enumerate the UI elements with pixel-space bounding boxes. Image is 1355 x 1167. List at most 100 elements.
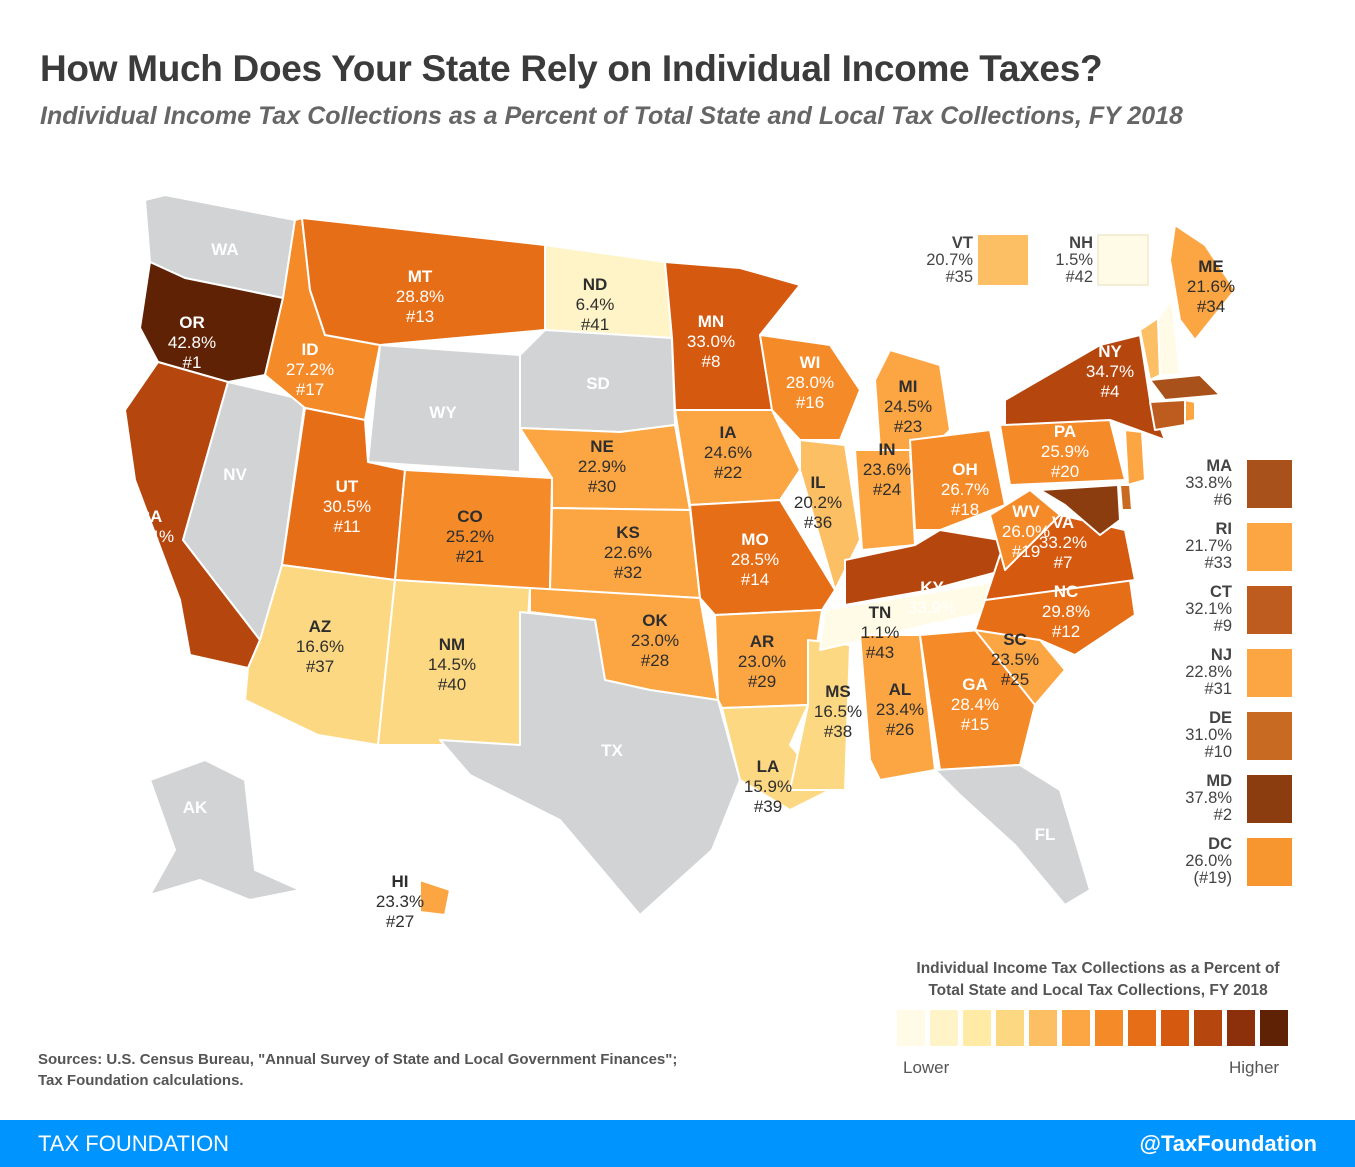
state-abbr: NM <box>439 635 465 654</box>
state-value: 23.4% <box>876 700 924 719</box>
small-state-abbr: MD <box>1206 772 1232 790</box>
state-abbr: WA <box>211 240 238 259</box>
state-rank: #3 <box>141 547 160 566</box>
state-value: 33.9% <box>908 598 956 617</box>
scale-swatch <box>1194 1010 1222 1046</box>
state-shape-tn[interactable] <box>819 579 1006 651</box>
state-label-wa: WA <box>211 240 238 259</box>
state-abbr: CA <box>138 507 163 526</box>
state-shape-al[interactable] <box>859 634 936 781</box>
state-shape-ak[interactable] <box>149 759 301 901</box>
scale-swatch <box>1260 1010 1288 1046</box>
state-value: 22.6% <box>604 543 652 562</box>
state-rank: #41 <box>581 315 609 334</box>
state-shape-hi[interactable] <box>419 879 451 916</box>
state-shape-ga[interactable] <box>919 629 1036 771</box>
state-shape-nj[interactable] <box>1124 429 1146 486</box>
state-abbr: NE <box>590 437 614 456</box>
small-state-text: NJ 22.8% #31 <box>1185 647 1232 698</box>
state-value: 26.0% <box>1002 522 1050 541</box>
state-abbr: CO <box>457 507 483 526</box>
state-abbr: WY <box>429 403 457 422</box>
scale-swatch <box>1095 1010 1123 1046</box>
state-value: 23.0% <box>631 631 679 650</box>
state-shape-tx[interactable] <box>439 611 741 916</box>
state-value: 20.2% <box>794 493 842 512</box>
state-abbr: VA <box>1052 513 1074 532</box>
state-shape-ct[interactable] <box>1149 399 1186 431</box>
state-value: 42.8% <box>168 333 216 352</box>
state-value: 23.3% <box>376 892 424 911</box>
page-title: How Much Does Your State Rely on Individ… <box>40 48 1103 89</box>
state-value: 34.7% <box>1086 362 1134 381</box>
state-shape-fl[interactable] <box>934 764 1091 906</box>
state-rank: #37 <box>306 657 334 676</box>
inset-abbr: VT <box>952 234 973 252</box>
legend-high-label: Higher <box>1229 1058 1280 1077</box>
state-value: 16.5% <box>814 702 862 721</box>
footer-brand: TAX FOUNDATION <box>38 1131 230 1156</box>
state-rank: #28 <box>641 651 669 670</box>
small-state-abbr: CT <box>1210 583 1232 601</box>
small-state-swatch <box>1247 586 1292 634</box>
state-value: 1.1% <box>861 623 900 642</box>
state-shape-ri[interactable] <box>1184 399 1196 423</box>
state-shape-me[interactable] <box>1169 224 1236 341</box>
state-shape-oh[interactable] <box>909 429 1006 531</box>
state-rank: #15 <box>961 715 989 734</box>
small-state-ma: MA 33.8% #6 <box>1152 458 1292 510</box>
state-abbr: MN <box>698 312 724 331</box>
state-label-nv: NV <box>223 465 247 484</box>
legend-title: Individual Income Tax Collections as a P… <box>888 958 1308 1002</box>
small-state-value: 31.0% <box>1185 726 1232 744</box>
state-rank: #16 <box>796 393 824 412</box>
state-abbr: OH <box>952 460 978 479</box>
state-shape-or[interactable] <box>139 261 284 383</box>
state-rank: #29 <box>748 672 776 691</box>
state-rank: #22 <box>714 463 742 482</box>
small-state-rank: (#19) <box>1193 869 1232 887</box>
footer-handle[interactable]: @TaxFoundation <box>1139 1131 1317 1156</box>
state-abbr: NV <box>223 465 247 484</box>
small-state-md: MD 37.8% #2 <box>1152 772 1292 825</box>
state-rank: #40 <box>438 675 466 694</box>
state-shape-md[interactable] <box>1039 484 1121 536</box>
state-shape-nh[interactable] <box>1157 299 1181 376</box>
small-state-rank: #2 <box>1213 806 1232 824</box>
state-abbr: IL <box>810 473 825 492</box>
state-abbr: MT <box>408 267 433 286</box>
state-rank: #24 <box>873 480 901 499</box>
small-state-value: 21.7% <box>1185 537 1232 555</box>
state-shape-ia[interactable] <box>674 409 801 506</box>
state-abbr: MI <box>899 377 918 396</box>
sources-line2: Tax Foundation calculations. <box>38 1072 244 1089</box>
state-shape-wv[interactable] <box>989 489 1061 571</box>
state-value: 24.6% <box>704 443 752 462</box>
small-state-text: MA 33.8% #6 <box>1185 458 1232 509</box>
state-value: 22.9% <box>578 457 626 476</box>
state-abbr: IN <box>879 440 896 459</box>
state-rank: #39 <box>754 797 782 816</box>
state-rank: #13 <box>406 307 434 326</box>
small-state-ct: CT 32.1% #9 <box>1152 583 1292 636</box>
state-shape-wi[interactable] <box>759 334 861 441</box>
state-shape-wy[interactable] <box>367 344 521 473</box>
state-shape-de[interactable] <box>1119 484 1133 511</box>
state-rank: #12 <box>1052 622 1080 641</box>
state-value: 23.0% <box>738 652 786 671</box>
scale-swatch <box>963 1010 991 1046</box>
state-shape-ma[interactable] <box>1149 374 1221 401</box>
